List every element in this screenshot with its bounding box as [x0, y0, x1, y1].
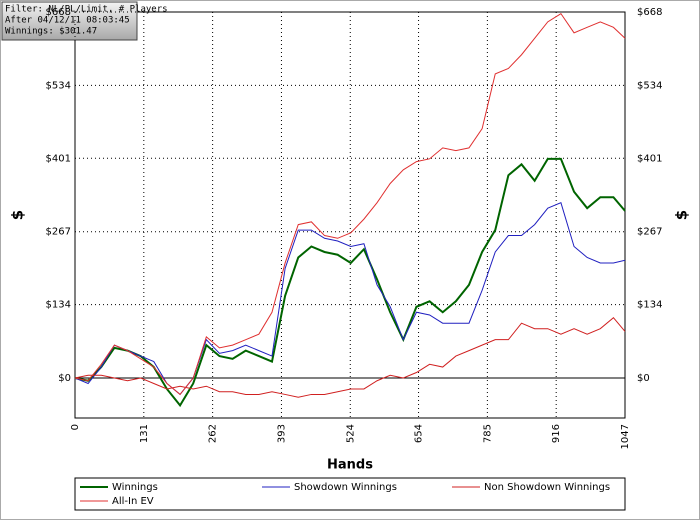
y-axis-label: $: [9, 210, 27, 220]
info-line: After 04/12/11 08:03:45: [5, 16, 130, 26]
info-line: Filter: NL/PL/Limit, # Players: [5, 5, 168, 15]
y-tick-label: $534: [46, 80, 71, 91]
info-bg: [1, 1, 138, 41]
info-line: Winnings: $301.47: [5, 27, 97, 37]
y2-axis-label: $: [673, 210, 691, 220]
legend-label: All-In EV: [112, 496, 154, 507]
x-tick-label: 785: [482, 424, 493, 443]
y2-tick-label: $0: [637, 373, 650, 384]
x-tick-label: 393: [276, 424, 287, 443]
x-tick-label: 1047: [620, 424, 631, 449]
x-tick-label: 0: [70, 424, 81, 430]
info-box: Filter: NL/PL/Limit, # Players After 04/…: [1, 1, 168, 41]
x-axis-label: Hands: [327, 458, 373, 473]
y-tick-label: $668: [46, 7, 71, 18]
y-tick-label: $401: [46, 153, 71, 164]
y-tick-label: $134: [46, 300, 71, 311]
legend-label: Non Showdown Winnings: [484, 482, 610, 493]
series-line: [74, 317, 626, 398]
x-tick-label: 524: [345, 424, 356, 443]
y2-tick-label: $134: [637, 300, 662, 311]
y2-tick-label: $401: [637, 153, 662, 164]
legend-label: Winnings: [112, 482, 158, 493]
x-tick-label: 916: [551, 424, 562, 443]
x-tick-label: 131: [139, 424, 150, 443]
series-line: [74, 12, 626, 396]
plot-area: [74, 11, 626, 419]
y2-tick-label: $534: [637, 80, 662, 91]
x-tick-label: 654: [414, 424, 425, 443]
y2-tick-label: $267: [637, 227, 662, 238]
y2-tick-label: $668: [637, 7, 662, 18]
legend-label: Showdown Winnings: [294, 482, 397, 493]
y-tick-label: $267: [46, 227, 71, 238]
x-tick-label: 262: [208, 424, 219, 443]
y-tick-label: $0: [58, 373, 71, 384]
legend: [74, 477, 626, 511]
